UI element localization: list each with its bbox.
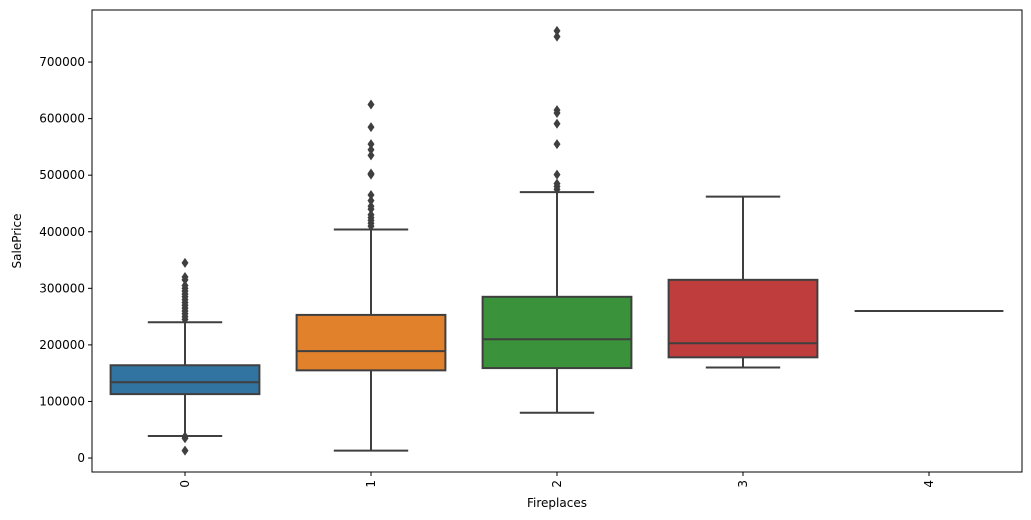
x-tick-label: 4 <box>922 480 936 488</box>
y-axis-label: SalePrice <box>10 214 24 269</box>
outlier-point <box>367 150 375 161</box>
x-tick-label: 3 <box>736 480 750 488</box>
outlier-point <box>367 201 375 212</box>
y-tick-label: 700000 <box>39 55 85 69</box>
outlier-point <box>553 105 561 116</box>
outlier-point <box>553 169 561 180</box>
y-tick-label: 500000 <box>39 168 85 182</box>
box-iqr <box>481 295 633 370</box>
outlier-point <box>181 272 189 283</box>
outlier-point <box>367 209 375 220</box>
y-tick-label: 300000 <box>39 281 85 295</box>
outlier-point <box>367 144 375 155</box>
outlier-point <box>367 195 375 206</box>
box-1 <box>295 99 447 452</box>
outlier-point <box>367 139 375 150</box>
x-tick-label: 0 <box>178 480 192 488</box>
y-tick-label: 100000 <box>39 394 85 408</box>
outlier-point <box>181 431 189 442</box>
outlier-point <box>553 178 561 189</box>
outlier-point <box>367 189 375 200</box>
y-tick-label: 600000 <box>39 112 85 126</box>
box-iqr <box>295 313 447 372</box>
outlier-point <box>553 25 561 36</box>
outlier-point <box>553 31 561 42</box>
outlier-point <box>181 280 189 291</box>
outlier-point <box>553 139 561 150</box>
box-3 <box>667 195 819 369</box>
outlier-point <box>181 257 189 268</box>
x-axis-label: Fireplaces <box>527 496 587 510</box>
box-iqr <box>109 364 261 396</box>
y-tick-label: 200000 <box>39 338 85 352</box>
outlier-point <box>367 122 375 133</box>
x-tick-label: 2 <box>550 480 564 488</box>
outlier-point <box>181 445 189 456</box>
box-iqr <box>667 278 819 359</box>
outlier-point <box>553 118 561 129</box>
outlier-point <box>367 168 375 179</box>
x-tick-label: 1 <box>364 480 378 488</box>
y-tick-label: 0 <box>77 451 85 465</box>
y-tick-label: 400000 <box>39 225 85 239</box>
outlier-point <box>367 99 375 110</box>
box-0 <box>109 257 261 456</box>
box-2 <box>481 25 633 414</box>
